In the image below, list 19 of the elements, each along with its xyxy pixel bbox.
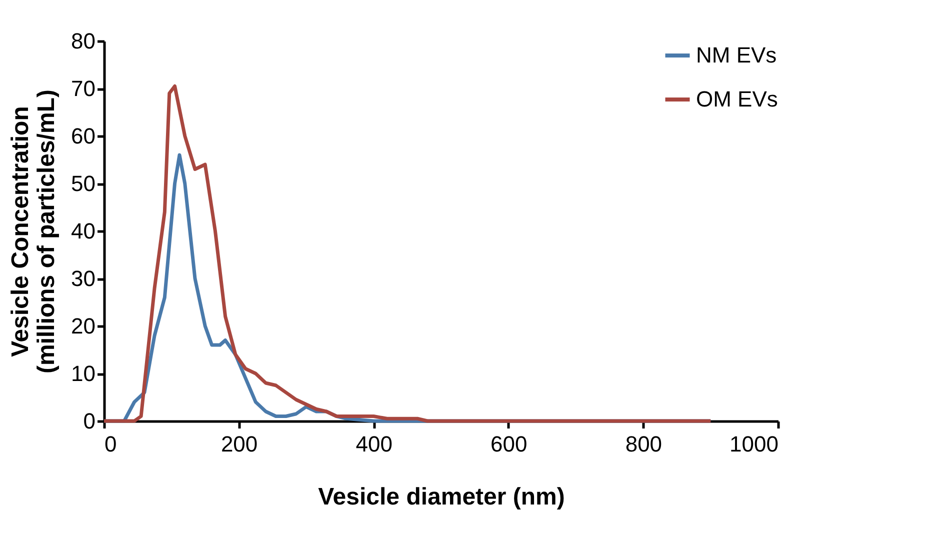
y-axis-title: Vesicle Concentration (millions of particles/mL) bbox=[7, 89, 60, 374]
y-tick-label: 60 bbox=[71, 124, 96, 148]
x-tick-label: 400 bbox=[356, 432, 392, 456]
x-tick-label: 600 bbox=[490, 432, 528, 456]
y-tick-label: 50 bbox=[71, 171, 96, 196]
x-tick-label: 1000 bbox=[730, 432, 778, 456]
y-tick-label: 10 bbox=[71, 361, 96, 386]
y-tick-label: 20 bbox=[71, 314, 96, 338]
y-tick-label: 30 bbox=[71, 266, 96, 291]
x-axis-title: Vesicle diameter (nm) bbox=[318, 484, 565, 510]
y-tick-label: 80 bbox=[71, 28, 96, 54]
y-tick-label: 0 bbox=[83, 408, 96, 434]
y-tick-label: 70 bbox=[71, 76, 96, 101]
x-tick-label: 200 bbox=[220, 432, 258, 456]
legend-label: NM EVs bbox=[696, 42, 777, 68]
x-tick-label: 0 bbox=[104, 432, 117, 456]
legend-label: OM EVs bbox=[696, 86, 778, 112]
y-tick-label: 40 bbox=[71, 218, 96, 244]
x-tick-label: 800 bbox=[625, 432, 662, 456]
